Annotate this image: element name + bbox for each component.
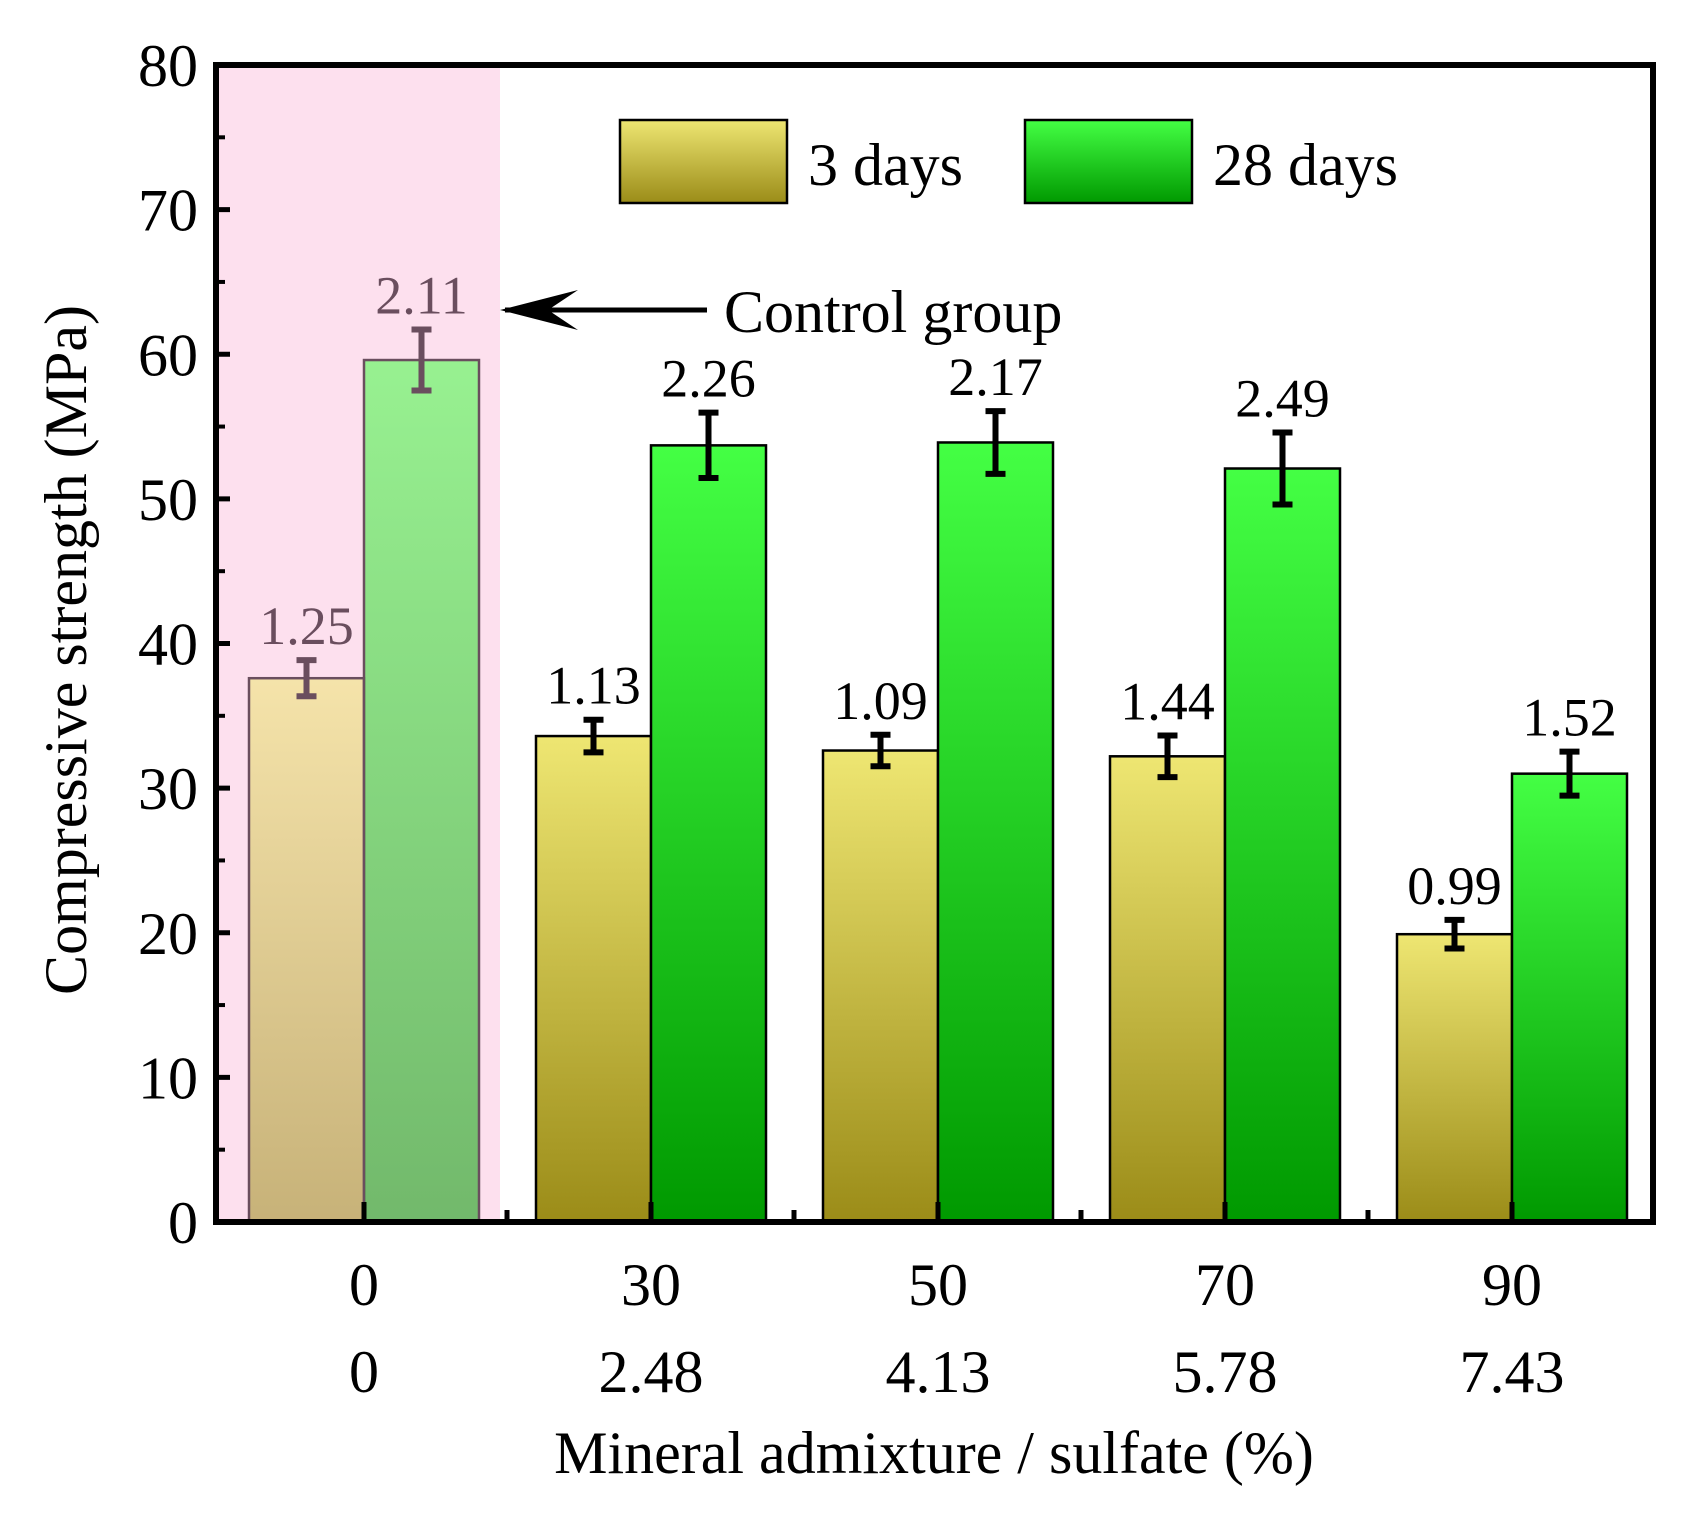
legend-swatch-3-days	[618, 118, 789, 205]
data-label-28-days-70: 2.49	[1235, 368, 1330, 428]
error-bar-28-days-50	[985, 408, 1006, 477]
error-bar-3-days-50	[870, 731, 891, 770]
legend-label-28-days: 28 days	[1213, 132, 1398, 198]
bar-28-days-90	[1510, 772, 1629, 1224]
error-bar-28-days-30	[698, 409, 719, 482]
bar-3-days-90	[1395, 932, 1514, 1224]
bar-28-days-0	[362, 358, 481, 1224]
data-label-28-days-90: 1.52	[1522, 688, 1617, 748]
y-tick-label-60: 60	[138, 322, 198, 388]
bar-28-days-50	[936, 441, 1055, 1224]
bar-3-days-0	[247, 676, 366, 1224]
annotation-label: Control group	[724, 279, 1062, 345]
error-bar-28-days-70	[1272, 429, 1293, 508]
error-bar-3-days-90	[1444, 916, 1465, 952]
x-tick-label-sulfate-2.48: 2.48	[599, 1339, 704, 1405]
x-tick-label-admixture-90: 90	[1482, 1252, 1542, 1318]
data-label-28-days-0: 2.11	[375, 266, 468, 326]
data-label-3-days-0: 1.25	[259, 596, 354, 656]
error-bar-3-days-0	[296, 657, 317, 700]
y-tick-label-10: 10	[138, 1045, 198, 1111]
error-bar-28-days-90	[1559, 748, 1580, 799]
x-tick-label-sulfate-7.43: 7.43	[1460, 1339, 1565, 1405]
x-tick-label-sulfate-0: 0	[349, 1339, 379, 1405]
x-tick-label-admixture-50: 50	[908, 1252, 968, 1318]
y-tick-label-30: 30	[138, 756, 198, 822]
annotation-arrow-head	[500, 290, 578, 330]
y-tick-label-20: 20	[138, 901, 198, 967]
y-tick-label-80: 80	[138, 33, 198, 99]
y-tick-label-50: 50	[138, 467, 198, 533]
legend-swatch-28-days	[1023, 118, 1194, 205]
bar-3-days-70	[1108, 755, 1227, 1224]
x-axis-label: Mineral admixture / sulfate (%)	[554, 1420, 1314, 1486]
x-tick-label-sulfate-4.13: 4.13	[886, 1339, 991, 1405]
error-bar-28-days-0	[411, 326, 432, 394]
bar-28-days-30	[649, 444, 768, 1224]
data-label-3-days-90: 0.99	[1407, 856, 1502, 916]
y-axis-label: Compressive strength (MPa)	[33, 305, 99, 995]
x-tick-label-admixture-30: 30	[621, 1252, 681, 1318]
data-label-3-days-50: 1.09	[833, 671, 928, 731]
x-tick-label-sulfate-5.78: 5.78	[1173, 1339, 1278, 1405]
legend: 3 days 28 days	[618, 118, 1398, 205]
error-bar-3-days-70	[1157, 732, 1178, 781]
legend-label-3-days: 3 days	[808, 132, 963, 198]
data-label-3-days-30: 1.13	[546, 656, 641, 716]
data-label-3-days-70: 1.44	[1120, 671, 1215, 731]
y-tick-label-70: 70	[138, 178, 198, 244]
x-tick-label-admixture-70: 70	[1195, 1252, 1255, 1318]
data-label-28-days-50: 2.17	[948, 347, 1043, 407]
data-label-28-days-30: 2.26	[661, 349, 756, 409]
error-bar-3-days-30	[583, 716, 604, 756]
y-tick-label-0: 0	[168, 1190, 198, 1256]
control-group-annotation: Control group	[500, 279, 1062, 345]
x-tick-label-admixture-0: 0	[349, 1252, 379, 1318]
bar-28-days-70	[1223, 467, 1342, 1224]
y-tick-label-40: 40	[138, 612, 198, 678]
bar-3-days-50	[821, 749, 940, 1224]
bar-3-days-30	[534, 734, 653, 1224]
